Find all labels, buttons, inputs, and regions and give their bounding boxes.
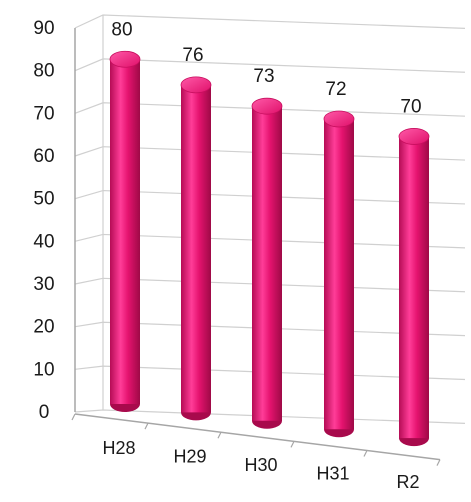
bar-top [323,110,355,128]
bar-body [252,106,282,421]
bar-top [398,128,430,145]
bar-body [181,84,211,413]
y-tick-label: 90 [33,18,54,39]
y-tick-label: 50 [33,189,54,210]
bar-body [399,136,429,439]
bars [109,50,430,447]
axes [71,15,441,466]
labels: 0 10 20 30 40 50 60 70 80 90 80 H28 76 H29 73 H30 72 H31 7… [33,18,421,492]
x-tick [363,450,368,457]
x-tick-label: H31 [316,463,349,483]
x-tick-label: H28 [102,438,135,458]
x-tick [144,422,149,430]
y-tick-label: 0 [39,402,50,423]
x-tick [290,441,295,448]
data-label: 72 [325,79,346,100]
data-label: 70 [400,96,421,117]
bar-top [109,50,141,68]
bar-R2 [398,128,430,447]
bar-H28 [109,50,141,412]
x-tick [436,459,441,466]
y-tick-label: 80 [33,61,54,82]
x-tick-label: R2 [396,472,419,492]
bar-top [251,97,283,115]
y-tick-label: 70 [33,103,54,124]
data-label: 76 [182,45,203,66]
y-tick-label: 40 [33,231,54,252]
y-tick-label: 10 [33,359,54,380]
bar-top [180,76,212,94]
bar-H30 [251,97,283,429]
x-tick [71,413,76,421]
y-tick-label: 20 [33,317,54,338]
x-axis [74,413,441,461]
data-label: 73 [253,66,274,87]
bar-body [324,118,354,430]
gridline-90 [74,14,466,29]
x-tick-label: H29 [173,446,206,466]
data-label: 80 [111,19,132,40]
x-tick [217,431,222,439]
bar-body [110,59,140,405]
bar-H31 [323,110,355,438]
x-tick-label: H30 [244,455,277,475]
y-tick-label: 60 [33,146,54,167]
bar-H29 [180,76,212,421]
y-tick-label: 30 [33,274,54,295]
